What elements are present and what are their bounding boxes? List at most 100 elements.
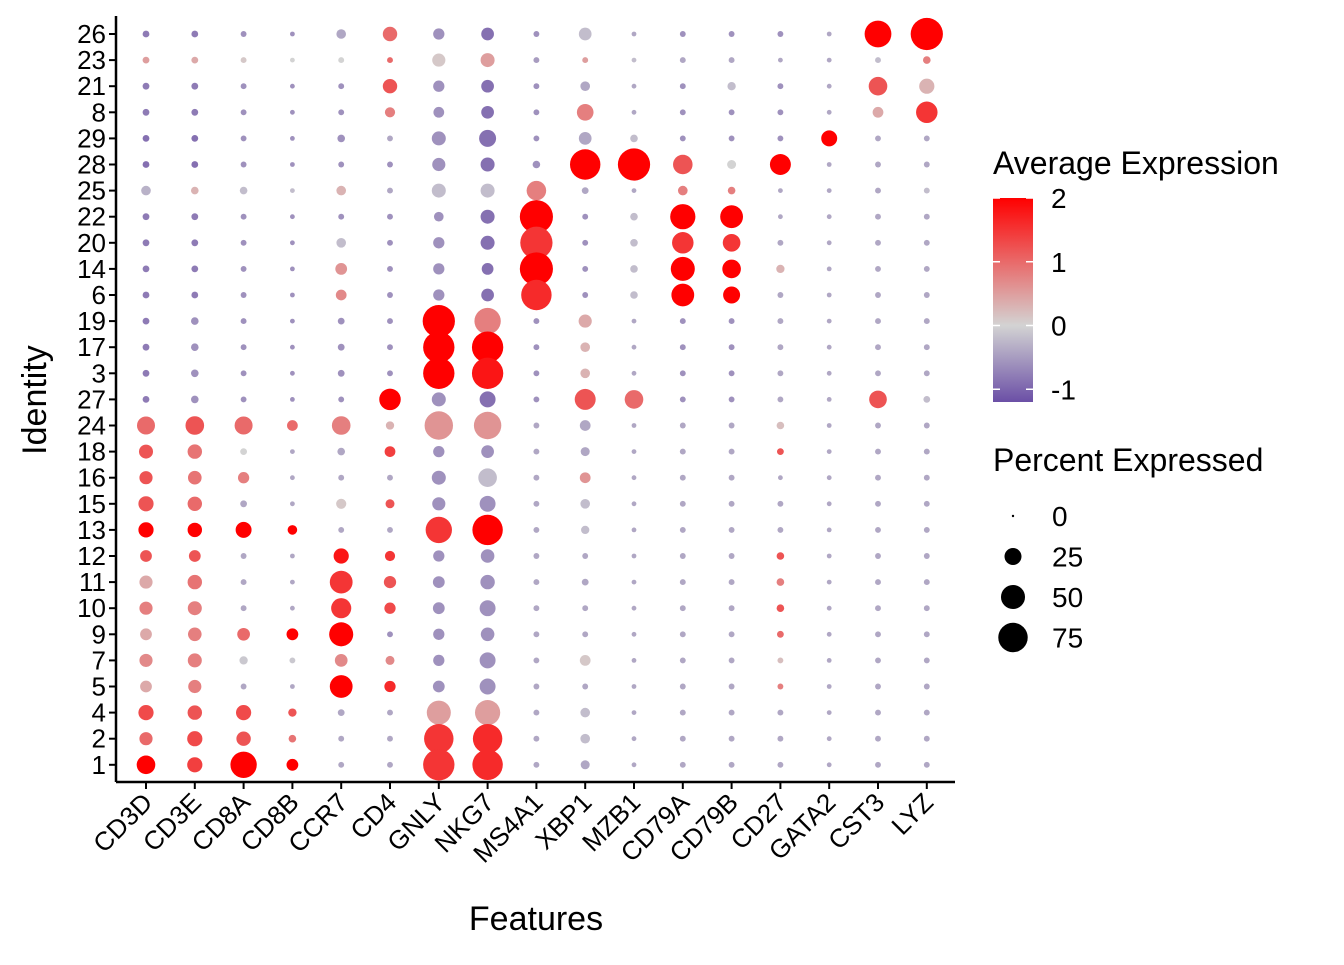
dot [289,657,296,664]
dot [337,447,346,456]
dot [769,154,791,175]
dot [821,130,838,147]
dot [336,498,347,509]
dot [329,622,354,647]
dot [472,723,503,754]
dot [432,680,445,693]
y-tick-label: 3 [92,358,106,388]
legend-size-label: 75 [1052,623,1083,654]
dot [433,211,444,222]
dot [290,214,295,220]
dot [379,388,401,411]
dot [290,449,295,454]
dot [728,579,735,586]
dot [236,705,252,721]
dot [142,213,150,221]
dot [826,736,832,742]
dot [422,304,455,338]
dot [188,470,202,485]
dot [826,83,832,89]
dot [474,699,501,726]
dot [387,213,393,220]
dot [875,161,881,168]
dot [187,496,203,512]
dot [727,186,736,195]
dot [433,628,445,640]
dot [574,388,596,410]
legend-size-dot [1000,584,1026,610]
dot [423,357,455,389]
dot [384,680,396,693]
dot [533,526,540,533]
dot [290,475,295,481]
dot [385,655,395,665]
dot [387,526,393,533]
legend-percent-expressed: Percent Expressed 0 25 50 75 [993,442,1263,654]
y-tick-label: 25 [77,176,106,206]
dot [337,343,345,351]
dot [579,472,591,484]
dot [582,292,589,298]
dot [481,288,494,302]
dot [382,26,398,42]
dot [337,369,345,377]
dot [582,683,589,690]
dot [679,579,686,586]
dot [777,657,784,664]
dot [431,131,446,146]
dot [728,344,735,351]
dot [480,549,495,563]
dot [671,283,695,307]
dot [728,709,735,716]
dot [423,749,455,781]
dot [387,370,393,377]
dot [142,369,150,377]
dot [581,578,589,586]
dot [479,652,496,669]
dot [338,213,345,220]
dot [141,185,151,196]
dot [191,265,199,273]
dot [387,135,393,142]
dot [240,109,247,116]
dot [385,499,395,509]
dot [630,212,638,221]
dot [923,474,930,481]
dot [187,444,203,459]
dot [138,496,154,512]
dot [826,57,832,63]
dot [777,630,784,638]
dot [384,107,396,118]
dot [923,500,930,507]
dot [777,135,784,142]
legend-size-label: 50 [1052,582,1083,613]
dot [533,448,540,455]
dot [581,187,589,195]
dot [338,761,345,768]
dot [138,522,154,538]
dot [187,705,203,720]
dot [728,683,735,690]
dot [383,575,397,589]
y-tick-label: 8 [92,97,106,127]
dot [142,161,150,168]
legend-color-label: 1 [1051,247,1067,278]
dot [533,553,540,559]
dot [290,109,295,115]
dot [240,213,247,220]
dot [137,416,155,435]
dot [875,735,881,742]
dot [777,239,784,246]
dot [631,658,637,663]
y-tick-label: 11 [79,567,106,597]
dot [142,56,150,64]
dot [631,710,637,715]
dot [533,735,540,742]
dot [142,239,150,247]
dot [826,397,832,402]
dot [826,109,832,115]
dot [336,29,347,39]
dot [338,83,345,90]
dot [338,474,345,481]
